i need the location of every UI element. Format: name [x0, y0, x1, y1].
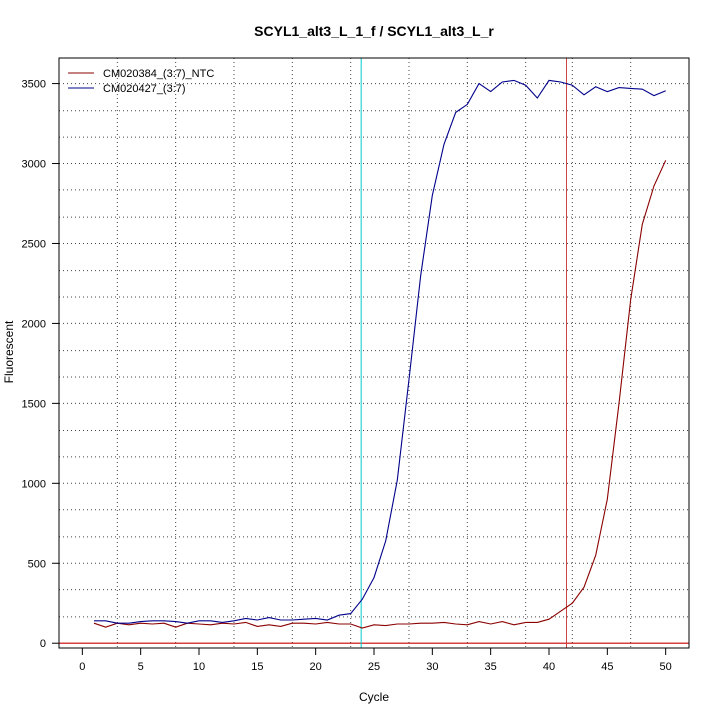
y-tick-label: 0: [40, 638, 46, 650]
x-tick-label: 15: [251, 661, 263, 673]
y-axis-title: Fluorescent: [2, 320, 16, 383]
x-tick-label: 25: [368, 661, 380, 673]
y-tick-label: 1000: [22, 478, 46, 490]
x-tick-label: 5: [138, 661, 144, 673]
y-tick-label: 2000: [22, 318, 46, 330]
x-tick-label: 40: [543, 661, 555, 673]
y-tick-label: 1500: [22, 398, 46, 410]
x-tick-label: 35: [485, 661, 497, 673]
y-tick-label: 500: [28, 558, 46, 570]
x-axis-title: Cycle: [359, 690, 389, 704]
legend: CM020384_(3:7)_NTC CM020427_(3:7): [68, 68, 214, 95]
axes-layer: 0 5 10 15 20 25 30 35 40 45 5005001000150020002500…: [22, 57, 690, 673]
x-tick-label: 50: [660, 661, 672, 673]
vline-layer: [59, 58, 689, 648]
x-tick-label: 0: [79, 661, 85, 673]
x-tick-label: 10: [193, 661, 205, 673]
x-tick-label: 45: [601, 661, 613, 673]
legend-label: CM020427_(3:7): [103, 83, 186, 95]
grid-layer: [59, 58, 689, 648]
chart-title: SCYL1_alt3_L_1_f / SCYL1_alt3_L_r: [254, 23, 494, 39]
legend-label: CM020384_(3:7)_NTC: [103, 68, 214, 80]
y-tick-label: 3000: [22, 159, 46, 171]
x-tick-label: 30: [426, 661, 438, 673]
series-line-2: [94, 79, 666, 624]
y-tick-label: 2500: [22, 238, 46, 250]
x-tick-label: 20: [310, 661, 322, 673]
y-tick-label: 3500: [22, 79, 46, 91]
series-layer: [93, 79, 667, 629]
